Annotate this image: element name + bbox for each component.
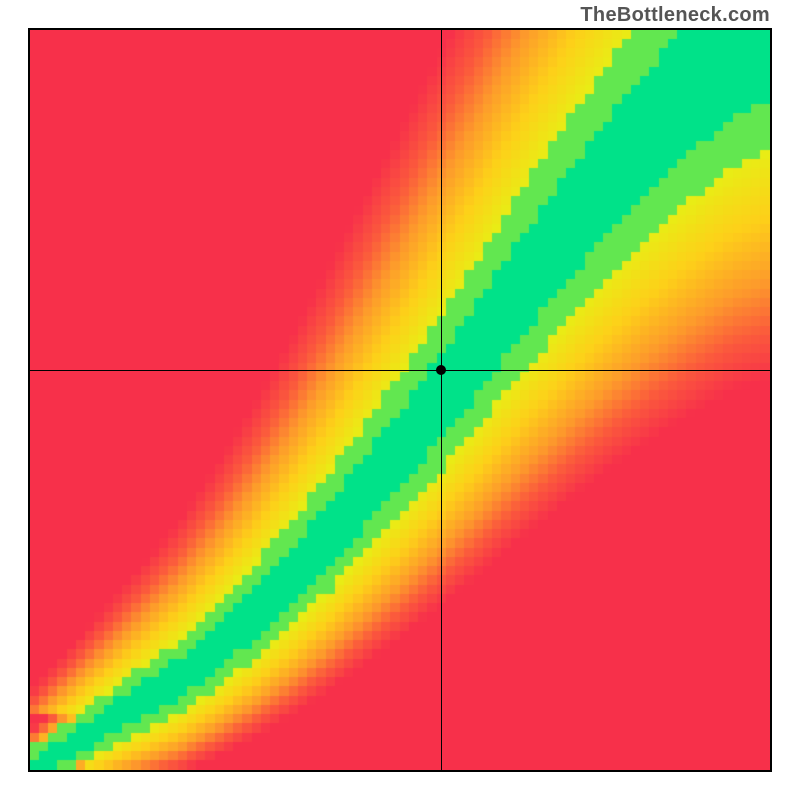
watermark-text: TheBottleneck.com: [580, 4, 770, 27]
bottleneck-heatmap: [30, 30, 770, 770]
heatmap-frame: [28, 28, 772, 772]
